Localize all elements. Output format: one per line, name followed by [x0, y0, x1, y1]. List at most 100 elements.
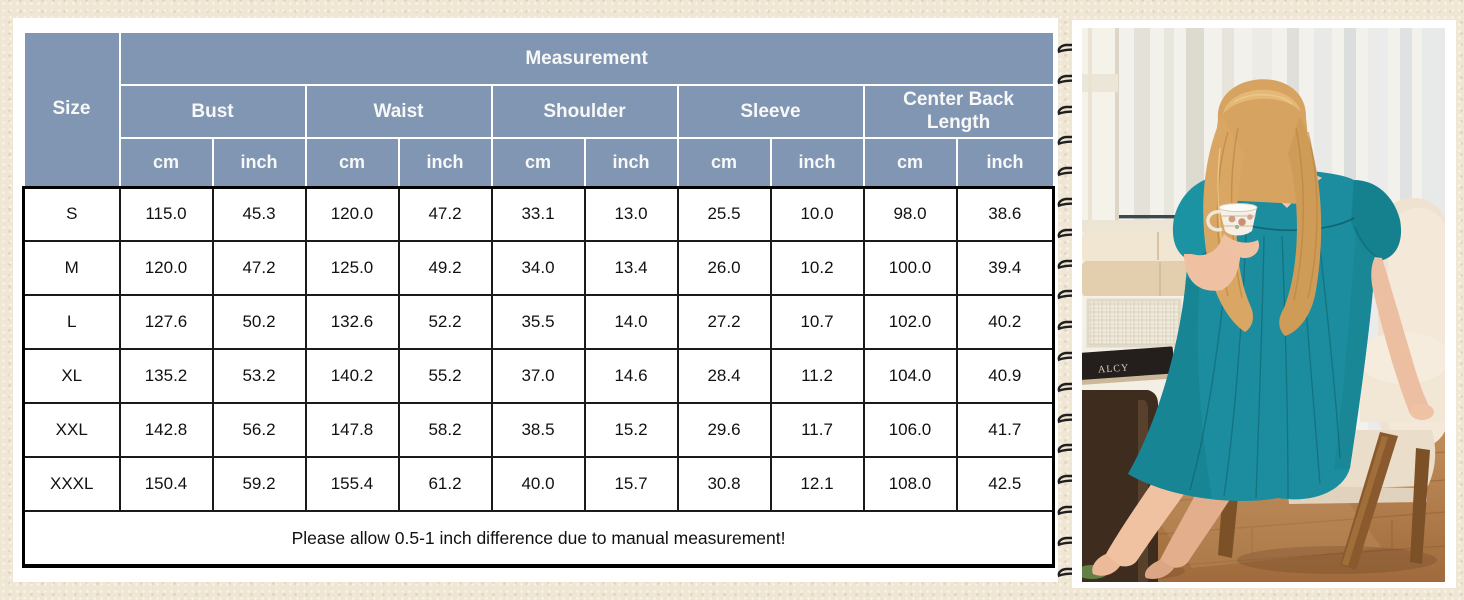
unit-header-cm: cm	[304, 137, 400, 188]
teacup-icon	[1206, 203, 1258, 236]
value-cell: 56.2	[211, 402, 307, 458]
value-cell: 140.2	[304, 348, 400, 404]
value-cell: 10.2	[769, 240, 865, 296]
value-cell: 53.2	[211, 348, 307, 404]
value-cell: 127.6	[118, 294, 214, 350]
value-cell: 108.0	[862, 456, 958, 512]
value-cell: 100.0	[862, 240, 958, 296]
value-cell: 61.2	[397, 456, 493, 512]
value-cell: 29.6	[676, 402, 772, 458]
value-cell: 27.2	[676, 294, 772, 350]
value-cell: 34.0	[490, 240, 586, 296]
value-cell: 13.0	[583, 185, 679, 242]
measurement-header: Measurement	[118, 31, 1055, 86]
unit-header-inch: inch	[397, 137, 493, 188]
table-row: M 120.0 47.2 125.0 49.2 34.0 13.4 26.0 1…	[22, 240, 1056, 296]
value-cell: 120.0	[118, 240, 214, 296]
size-cell: XXXL	[22, 456, 121, 512]
value-cell: 55.2	[397, 348, 493, 404]
model-arm	[1371, 257, 1429, 414]
size-cell: S	[22, 185, 121, 242]
unit-header-inch: inch	[769, 137, 865, 188]
chair-shadow	[1237, 546, 1437, 574]
group-header-waist: Waist	[304, 84, 493, 139]
unit-header-cm: cm	[490, 137, 586, 188]
nightgown	[1128, 169, 1402, 501]
value-cell: 30.8	[676, 456, 772, 512]
value-cell: 50.2	[211, 294, 307, 350]
value-cell: 52.2	[397, 294, 493, 350]
model-legs	[1092, 480, 1236, 579]
value-cell: 15.7	[583, 456, 679, 512]
model-hair	[1203, 79, 1322, 336]
table-row: XXL 142.8 56.2 147.8 58.2 38.5 15.2 29.6…	[22, 402, 1056, 458]
table-row: XL 135.2 53.2 140.2 55.2 37.0 14.6 28.4 …	[22, 348, 1056, 404]
value-cell: 12.1	[769, 456, 865, 512]
group-header-center-back-length: Center Back Length	[862, 84, 1055, 139]
group-header-bust: Bust	[118, 84, 307, 139]
value-cell: 38.6	[955, 185, 1056, 242]
value-cell: 58.2	[397, 402, 493, 458]
size-cell: M	[22, 240, 121, 296]
value-cell: 37.0	[490, 348, 586, 404]
value-cell: 40.0	[490, 456, 586, 512]
model-hand	[1410, 404, 1434, 420]
value-cell: 35.5	[490, 294, 586, 350]
product-photo: ALCY	[1082, 28, 1445, 582]
book: ALCY	[1082, 346, 1175, 386]
value-cell: 26.0	[676, 240, 772, 296]
value-cell: 115.0	[118, 185, 214, 242]
value-cell: 47.2	[211, 240, 307, 296]
value-cell: 59.2	[211, 456, 307, 512]
value-cell: 125.0	[304, 240, 400, 296]
value-cell: 106.0	[862, 402, 958, 458]
value-cell: 15.2	[583, 402, 679, 458]
armchair	[1218, 198, 1445, 570]
size-cell: XXL	[22, 402, 121, 458]
value-cell: 11.7	[769, 402, 865, 458]
value-cell: 28.4	[676, 348, 772, 404]
value-cell: 104.0	[862, 348, 958, 404]
size-column-header: Size	[22, 31, 121, 188]
group-header-sleeve: Sleeve	[676, 84, 865, 139]
value-cell: 14.0	[583, 294, 679, 350]
value-cell: 11.2	[769, 348, 865, 404]
model	[1092, 79, 1434, 579]
value-cell: 49.2	[397, 240, 493, 296]
table-footer: Please allow 0.5-1 inch difference due t…	[21, 510, 1056, 568]
model-hand	[1222, 234, 1260, 259]
table-row: L 127.6 50.2 132.6 52.2 35.5 14.0 27.2 1…	[22, 294, 1056, 350]
value-cell: 42.5	[955, 456, 1056, 512]
value-cell: 38.5	[490, 402, 586, 458]
value-cell: 155.4	[304, 456, 400, 512]
value-cell: 39.4	[955, 240, 1056, 296]
value-cell: 102.0	[862, 294, 958, 350]
unit-header-inch: inch	[955, 137, 1055, 188]
table-body: S 115.0 45.3 120.0 47.2 33.1 13.0 25.5 1…	[22, 185, 1056, 512]
value-cell: 132.6	[304, 294, 400, 350]
size-cell: XL	[22, 348, 121, 404]
table-row: S 115.0 45.3 120.0 47.2 33.1 13.0 25.5 1…	[22, 185, 1056, 242]
size-cell: L	[22, 294, 121, 350]
unit-header-inch: inch	[583, 137, 679, 188]
size-chart-table: Size Measurement Bust Waist Shoulder Sle…	[21, 31, 1056, 568]
value-cell: 150.4	[118, 456, 214, 512]
value-cell: 142.8	[118, 402, 214, 458]
value-cell: 40.2	[955, 294, 1056, 350]
table-row: XXXL 150.4 59.2 155.4 61.2 40.0 15.7 30.…	[22, 456, 1056, 512]
group-header-shoulder: Shoulder	[490, 84, 679, 139]
model-forearm	[1184, 238, 1241, 291]
size-chart-card: Size Measurement Bust Waist Shoulder Sle…	[13, 18, 1058, 582]
sleeve	[1351, 180, 1402, 260]
value-cell: 10.0	[769, 185, 865, 242]
value-cell: 120.0	[304, 185, 400, 242]
value-cell: 25.5	[676, 185, 772, 242]
value-cell: 47.2	[397, 185, 493, 242]
chair-leg	[1410, 448, 1430, 564]
table-header: Size Measurement Bust Waist Shoulder Sle…	[22, 31, 1055, 188]
value-cell: 135.2	[118, 348, 214, 404]
value-cell: 41.7	[955, 402, 1056, 458]
unit-header-cm: cm	[676, 137, 772, 188]
value-cell: 14.6	[583, 348, 679, 404]
value-cell: 40.9	[955, 348, 1056, 404]
